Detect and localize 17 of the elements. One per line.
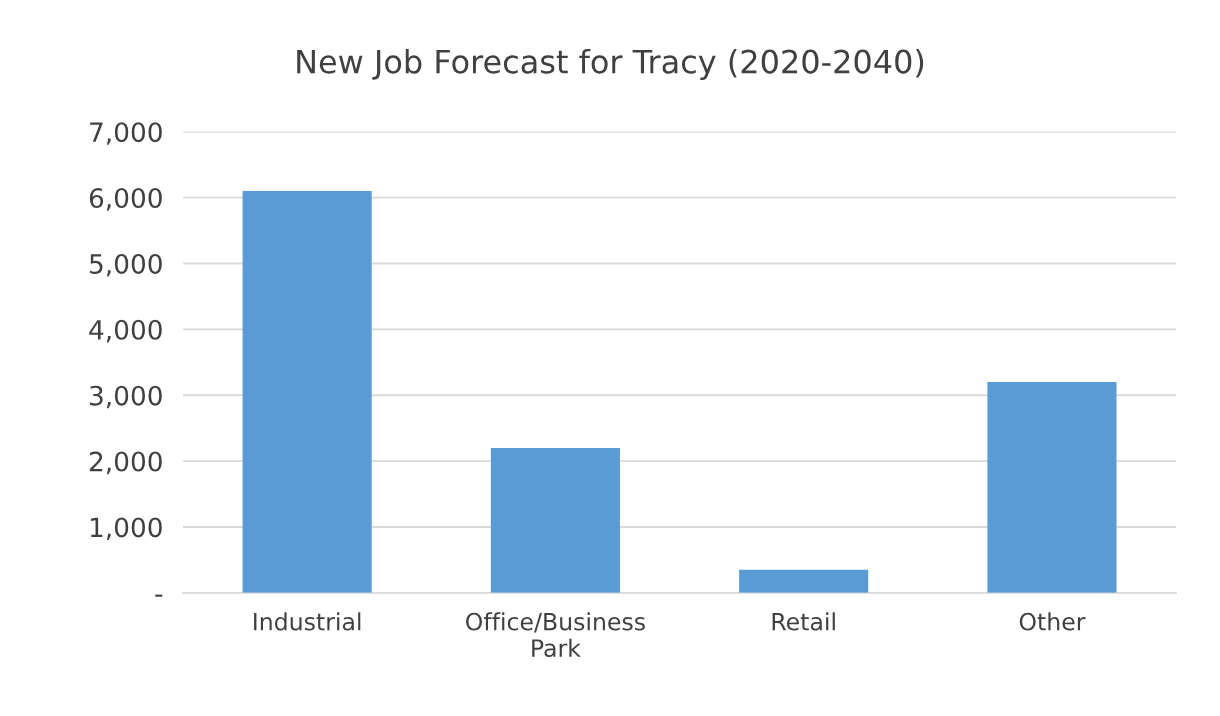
y-tick-label: 6,000: [89, 188, 162, 211]
y-tick-label: -: [155, 594, 163, 597]
bar: [242, 191, 372, 593]
x-tick-label: Office/Business Park: [466, 612, 645, 658]
x-tick-label: Other: [1019, 612, 1086, 631]
y-tick-label: 7,000: [90, 122, 162, 145]
x-tick-label: Industrial: [254, 612, 361, 631]
bar: [739, 569, 869, 593]
x-tick-label: Retail: [772, 612, 835, 631]
y-tick-label: 1,000: [90, 517, 162, 541]
bar: [987, 382, 1117, 593]
chart-title: New Job Forecast for Tracy (2020-2040): [297, 48, 924, 80]
y-tick-label: 5,000: [90, 253, 162, 277]
y-tick-label: 3,000: [90, 385, 162, 409]
bar: [490, 447, 620, 593]
y-tick-label: 2,000: [89, 451, 162, 475]
y-tick-label: 4,000: [89, 319, 162, 343]
